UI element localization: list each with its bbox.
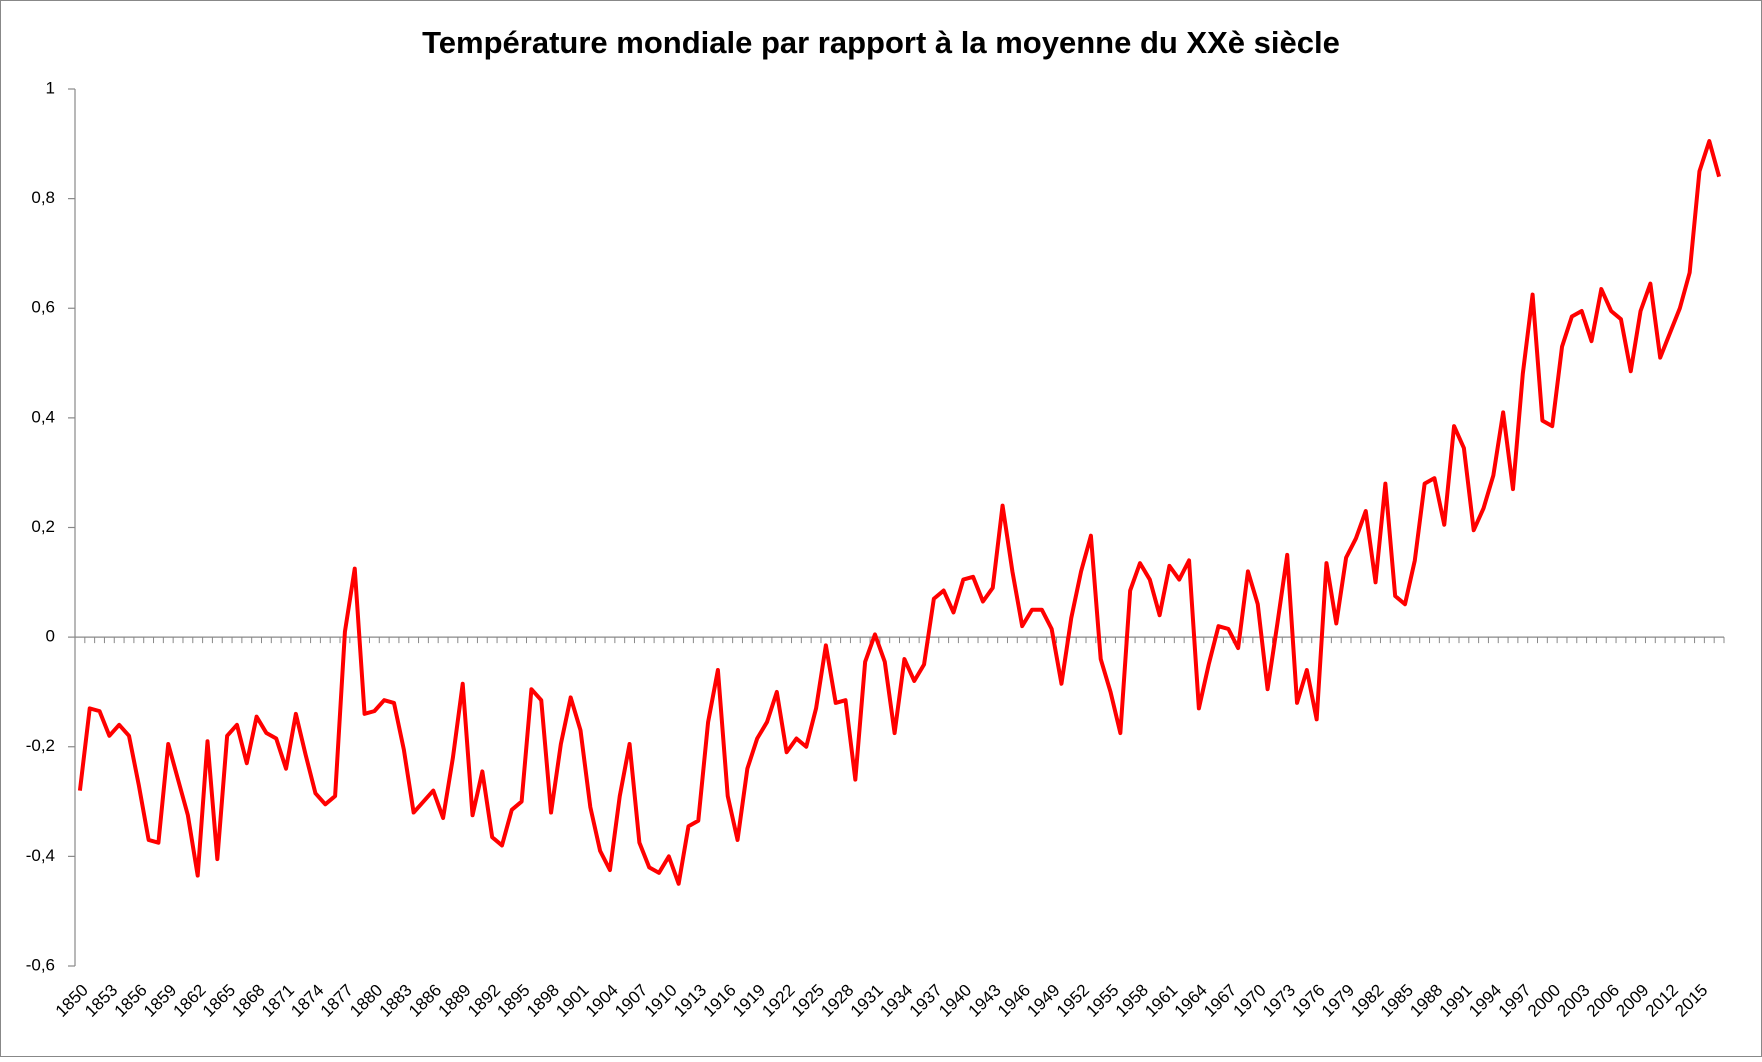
y-tick-label: 0 bbox=[46, 627, 55, 646]
y-tick-label: 0,8 bbox=[31, 188, 55, 207]
chart-title: Température mondiale par rapport à la mo… bbox=[422, 25, 1340, 60]
y-tick-label: -0,6 bbox=[26, 955, 55, 974]
y-tick-label: 1 bbox=[46, 78, 55, 97]
y-tick-label: -0,2 bbox=[26, 736, 55, 755]
data-line bbox=[77, 139, 1722, 886]
y-tick-label: 0,2 bbox=[31, 517, 55, 536]
y-tick-label: 0,6 bbox=[31, 298, 55, 317]
y-tick-label: 0,4 bbox=[31, 407, 55, 426]
y-tick-label: -0,4 bbox=[26, 846, 55, 865]
